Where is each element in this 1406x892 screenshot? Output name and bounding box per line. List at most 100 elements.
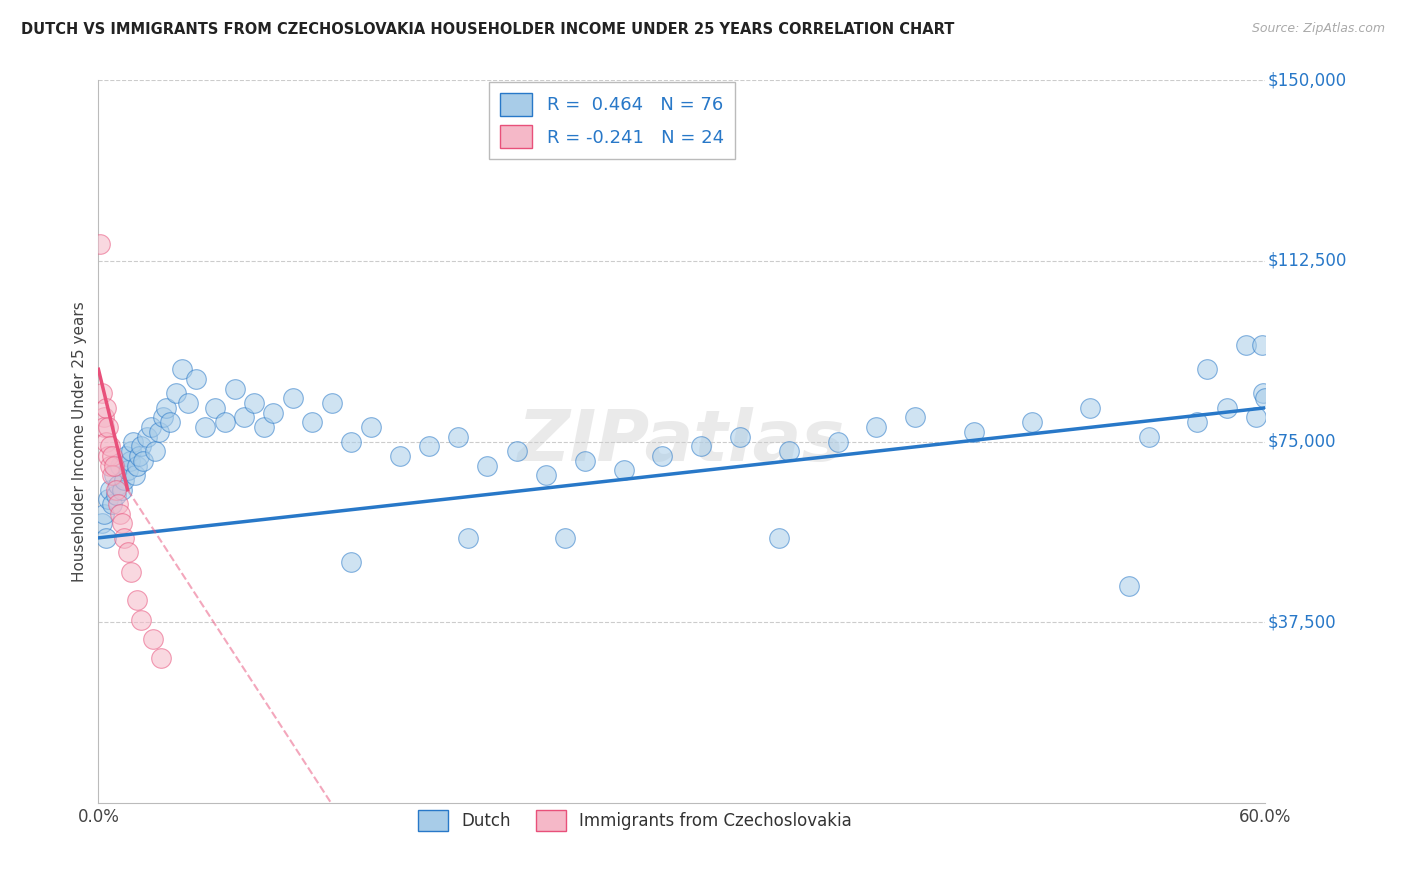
Point — [340, 434, 363, 449]
Text: $150,000: $150,000 — [1268, 71, 1347, 89]
Point — [388, 449, 411, 463]
Point — [127, 593, 149, 607]
Point — [155, 401, 177, 415]
Point — [778, 444, 800, 458]
Point — [98, 458, 121, 473]
Point — [96, 401, 118, 415]
Text: ZIPatlas: ZIPatlas — [519, 407, 845, 476]
Point — [91, 516, 114, 531]
Point — [1234, 338, 1257, 352]
Point — [103, 468, 125, 483]
Point — [204, 401, 226, 415]
Point — [111, 516, 134, 531]
Point — [91, 386, 114, 401]
Point — [904, 410, 927, 425]
Text: $112,500: $112,500 — [1268, 252, 1347, 270]
Point — [1215, 401, 1237, 415]
Text: DUTCH VS IMMIGRANTS FROM CZECHOSLOVAKIA HOUSEHOLDER INCOME UNDER 25 YEARS CORREL: DUTCH VS IMMIGRANTS FROM CZECHOSLOVAKIA … — [21, 22, 955, 37]
Point — [233, 410, 256, 425]
Point — [1195, 362, 1218, 376]
Point — [112, 531, 135, 545]
Point — [93, 410, 115, 425]
Point — [104, 487, 127, 501]
Point — [97, 449, 120, 463]
Point — [170, 362, 193, 376]
Point — [122, 434, 145, 449]
Point — [128, 449, 150, 463]
Point — [93, 507, 115, 521]
Point — [1250, 338, 1272, 352]
Point — [101, 497, 124, 511]
Point — [139, 420, 162, 434]
Point — [281, 391, 304, 405]
Point — [1137, 430, 1160, 444]
Point — [1080, 401, 1102, 415]
Point — [93, 420, 115, 434]
Point — [136, 430, 159, 444]
Point — [827, 434, 849, 449]
Point — [651, 449, 673, 463]
Point — [730, 430, 752, 444]
Point — [127, 458, 149, 473]
Point — [262, 406, 284, 420]
Point — [768, 531, 790, 545]
Point — [321, 396, 343, 410]
Point — [340, 555, 363, 569]
Point — [1253, 386, 1275, 401]
Point — [124, 468, 146, 483]
Point — [107, 497, 129, 511]
Point — [111, 483, 134, 497]
Point — [962, 425, 984, 439]
Point — [149, 651, 172, 665]
Point — [117, 463, 139, 477]
Point — [865, 420, 887, 434]
Point — [477, 458, 499, 473]
Point — [457, 531, 479, 545]
Point — [1118, 579, 1140, 593]
Point — [253, 420, 276, 434]
Legend: Dutch, Immigrants from Czechoslovakia: Dutch, Immigrants from Czechoslovakia — [412, 803, 859, 838]
Text: $37,500: $37,500 — [1268, 613, 1336, 632]
Point — [98, 439, 121, 453]
Text: Source: ZipAtlas.com: Source: ZipAtlas.com — [1251, 22, 1385, 36]
Point — [98, 483, 121, 497]
Point — [1244, 410, 1267, 425]
Point — [101, 449, 124, 463]
Point — [101, 468, 124, 483]
Point — [690, 439, 713, 453]
Point — [554, 531, 576, 545]
Point — [108, 458, 131, 473]
Point — [117, 545, 139, 559]
Point — [148, 425, 170, 439]
Text: $75,000: $75,000 — [1268, 433, 1336, 450]
Point — [613, 463, 636, 477]
Point — [107, 478, 129, 492]
Point — [1021, 415, 1043, 429]
Point — [97, 492, 120, 507]
Point — [159, 415, 181, 429]
Point — [142, 632, 165, 646]
Point — [360, 420, 382, 434]
Point — [96, 531, 118, 545]
Point — [129, 613, 152, 627]
Point — [165, 386, 187, 401]
Point — [184, 372, 207, 386]
Point — [505, 444, 527, 458]
Point — [177, 396, 200, 410]
Point — [243, 396, 266, 410]
Point — [114, 449, 136, 463]
Point — [132, 454, 155, 468]
Point — [89, 237, 111, 252]
Point — [108, 507, 131, 521]
Point — [129, 439, 152, 453]
Point — [112, 473, 135, 487]
Y-axis label: Householder Income Under 25 years: Householder Income Under 25 years — [72, 301, 87, 582]
Point — [97, 420, 120, 434]
Point — [103, 458, 125, 473]
Point — [214, 415, 236, 429]
Point — [534, 468, 557, 483]
Point — [224, 382, 246, 396]
Point — [118, 454, 141, 468]
Point — [104, 483, 127, 497]
Point — [121, 565, 143, 579]
